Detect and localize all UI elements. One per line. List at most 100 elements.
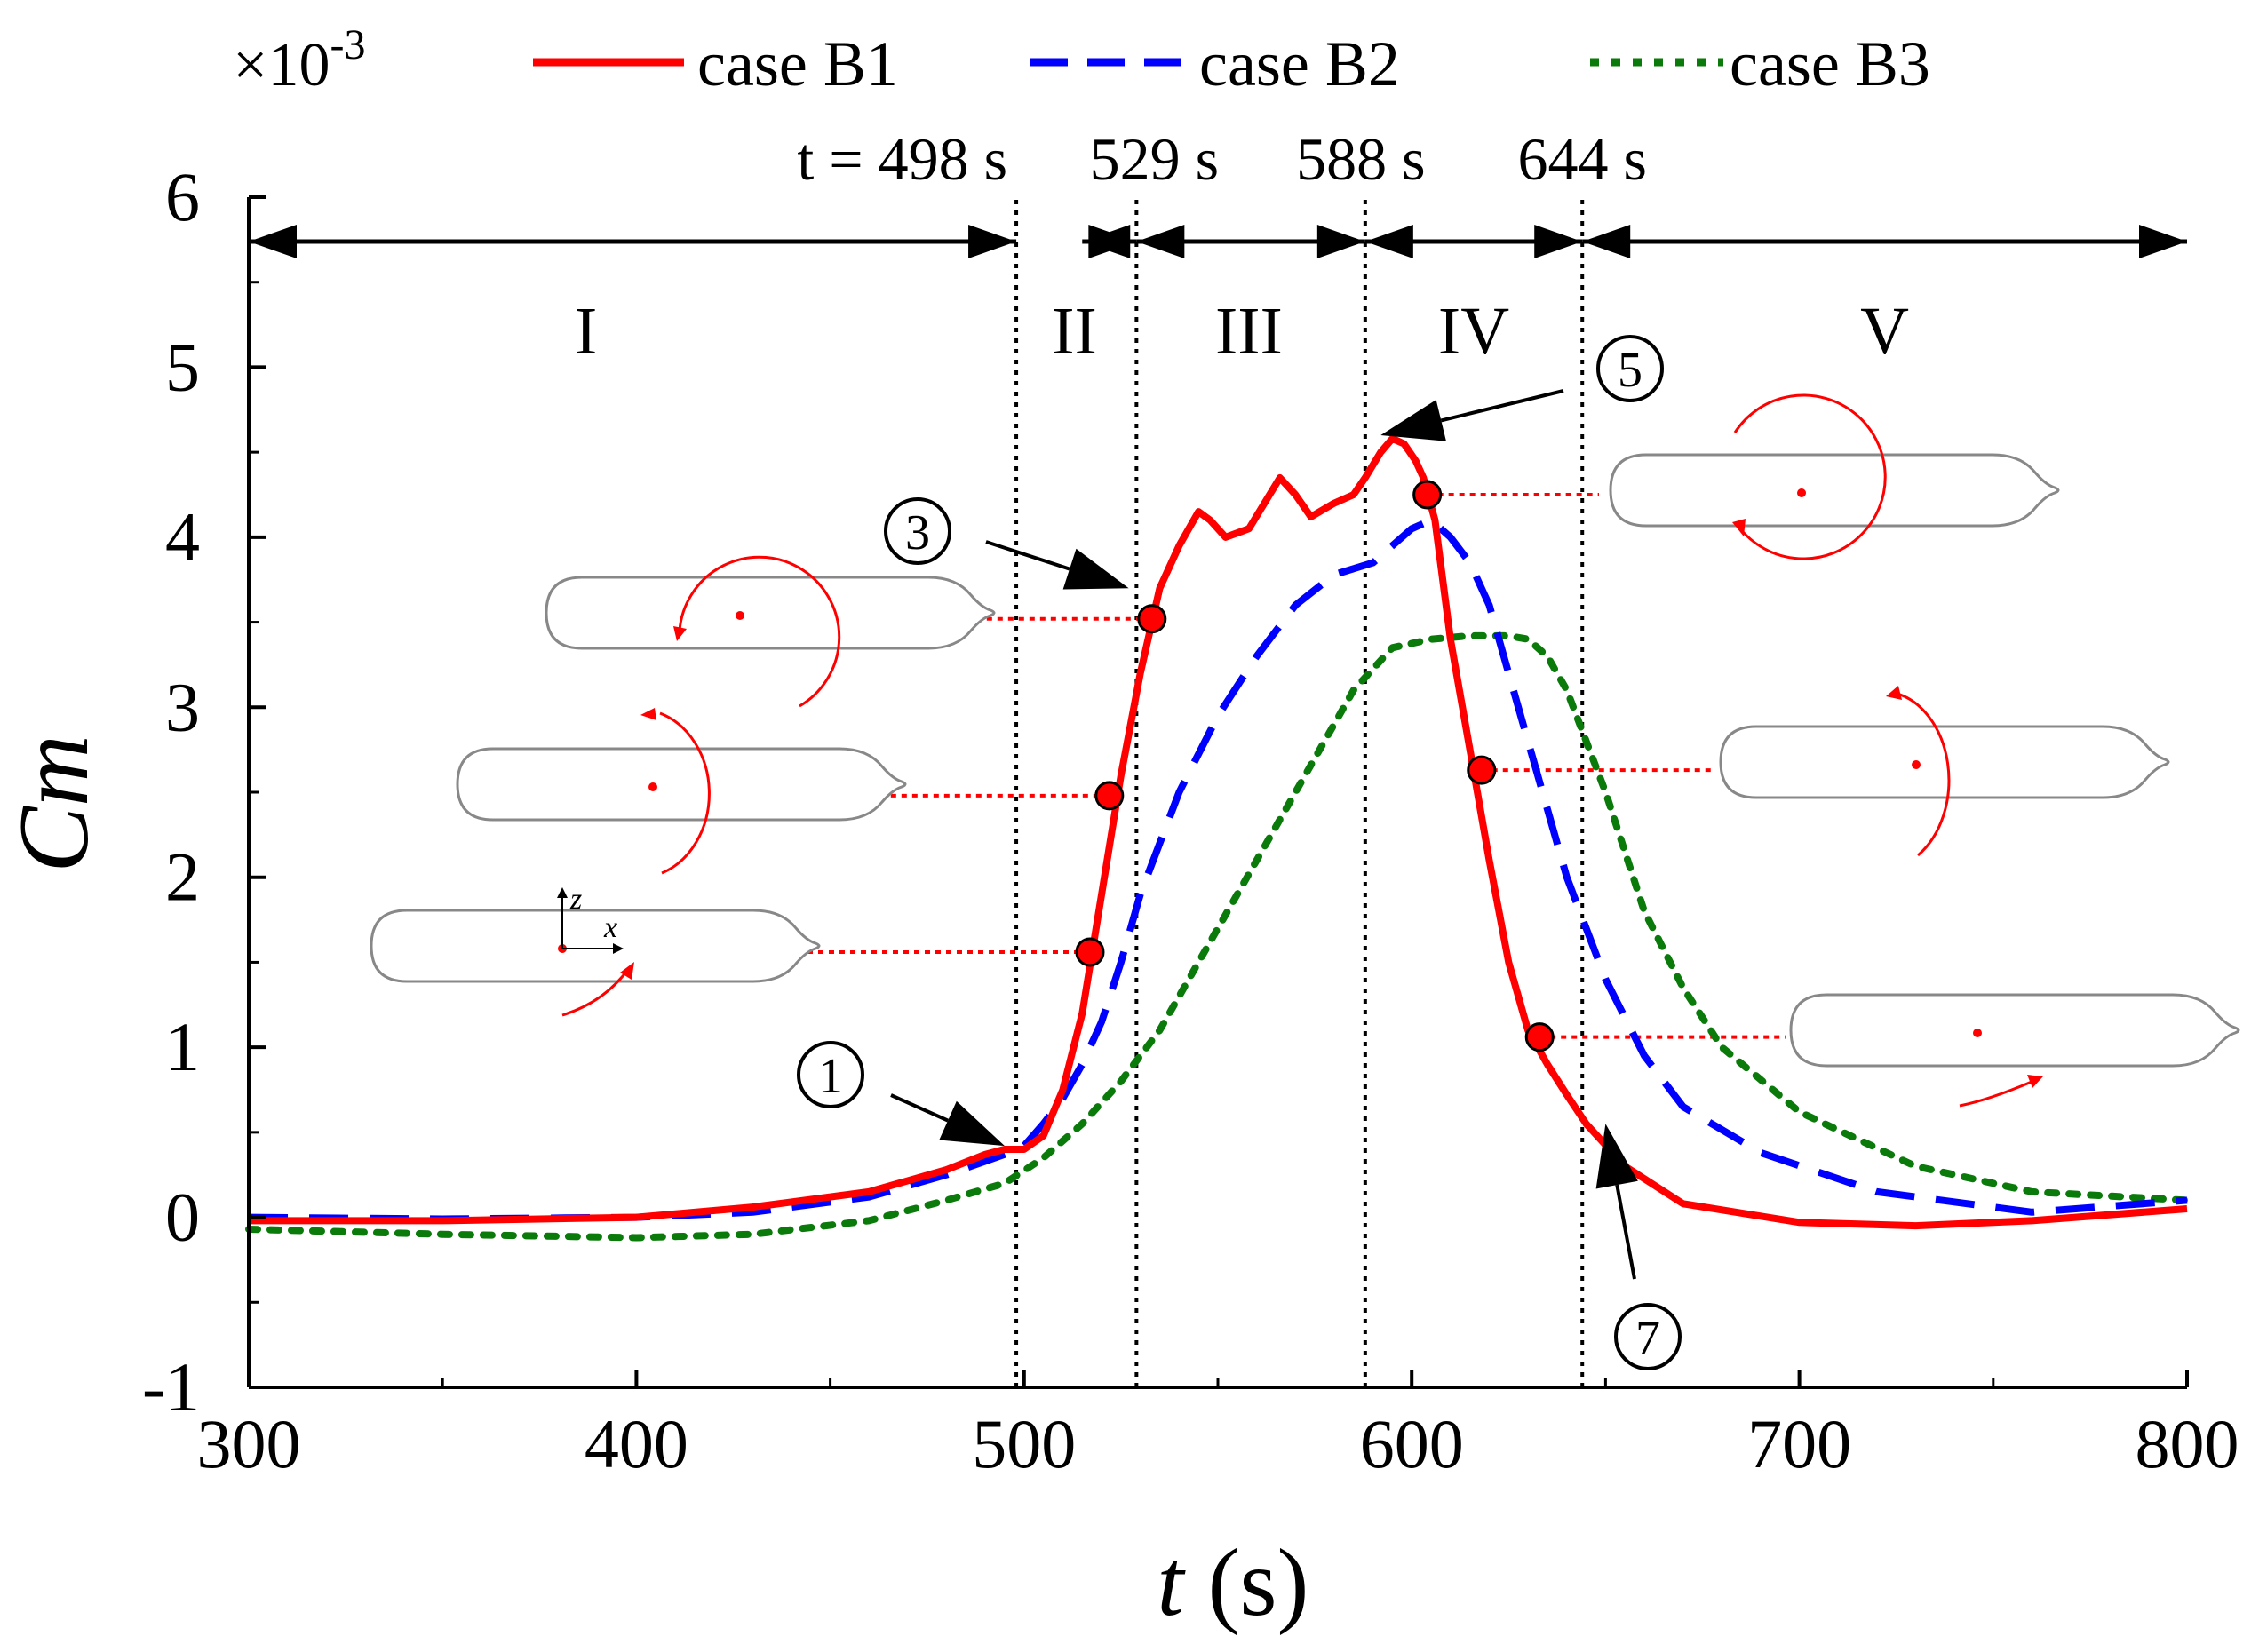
y-tick-label: 0 [165, 1179, 200, 1256]
data-marker [1094, 781, 1125, 811]
callout-circle [884, 497, 951, 565]
callout-label: 5 [1618, 343, 1643, 398]
hull-3 [545, 576, 996, 650]
region-arrow-head-right [1534, 225, 1583, 258]
data-markers [1075, 480, 1555, 1052]
data-marker [1467, 755, 1497, 785]
z-axis-arrow-head [557, 887, 568, 898]
time-label: 529 s [1090, 125, 1219, 193]
rotation-arrow-6-head [2027, 1075, 2043, 1088]
region-label: IV [1438, 294, 1509, 369]
rotation-arrow-5 [1893, 691, 1951, 857]
region-label: III [1215, 294, 1283, 369]
region-arrow-head-right [1088, 225, 1137, 258]
hull-4 [1609, 453, 2060, 528]
hull-1 [370, 909, 821, 983]
x-tick-label: 800 [2136, 1405, 2239, 1482]
x-tick-label: 400 [585, 1405, 688, 1482]
callout-arrow-head [1380, 400, 1446, 441]
region-arrow-head-left [1582, 225, 1631, 258]
z-axis-label: z [569, 883, 582, 916]
callout-arrow-shaft [985, 540, 1070, 571]
region-arrow-head-right [1316, 225, 1365, 258]
callout-arrow-head [1595, 1124, 1638, 1189]
region-label: V [1860, 294, 1909, 369]
rotation-arrow-4-head [1732, 519, 1746, 536]
callout-arrow-shaft [890, 1093, 949, 1123]
data-marker [1075, 937, 1105, 967]
hull-4-center [1797, 488, 1806, 497]
data-marker [1524, 1022, 1555, 1052]
hull-2 [456, 747, 907, 822]
y-tick-label: 6 [165, 158, 200, 235]
hull-inset-2 [456, 708, 907, 875]
hull-2-center [648, 782, 657, 791]
rotation-arrow-2 [659, 711, 711, 875]
data-marker [1137, 604, 1167, 634]
phase-regions: I II III IV V [249, 225, 2187, 369]
time-label: t = 498 s [797, 125, 1007, 193]
hull-inset-6 [1789, 993, 2240, 1108]
x-axis-arrow-head [613, 943, 624, 954]
callout-label: 1 [818, 1049, 843, 1104]
time-label: 644 s [1517, 125, 1646, 193]
rotation-arrow-5-head [1886, 686, 1902, 700]
callouts: 1 3 5 7 [797, 335, 1682, 1370]
series-line-case-b1 [249, 434, 2188, 1230]
hull-insets: z x [370, 393, 2240, 1108]
y-tick-label: -1 [142, 1348, 200, 1426]
region-arrow-head-right [2139, 225, 2187, 258]
callout-circle [1614, 1303, 1682, 1370]
legend-label-b1: case B1 [697, 28, 898, 99]
y-tick-label: 2 [165, 838, 200, 916]
callout-label: 3 [905, 505, 930, 560]
hull-5-center [1912, 760, 1921, 769]
callout-arrow-shaft [1615, 1184, 1636, 1280]
rotation-arrow-4 [1733, 393, 1887, 560]
region-label: II [1052, 294, 1097, 369]
callout-circle [797, 1041, 864, 1108]
region-arrow-head-right [968, 225, 1017, 258]
hull-inset-3 [545, 555, 996, 708]
hull-inset-1: z x [370, 883, 821, 1017]
y-tick-label: 3 [165, 668, 200, 745]
hull-inset-4 [1609, 393, 2060, 560]
hull-3-center [736, 611, 744, 620]
x-axis-title: t (s) [1157, 1530, 1309, 1636]
x-tick-label: 600 [1360, 1405, 1464, 1482]
rotation-arrow-2-head [640, 708, 656, 720]
hull-6 [1789, 993, 2240, 1068]
x-tick-label: 700 [1747, 1405, 1851, 1482]
x-axis-label: x [603, 911, 617, 944]
time-label: 588 s [1296, 125, 1425, 193]
x-tick-label: 500 [972, 1405, 1076, 1482]
region-arrow-head-left [249, 225, 297, 258]
callout-arrow-head [939, 1100, 1005, 1147]
callout-circle [1596, 335, 1664, 402]
legend-label-b3: case B3 [1730, 28, 1930, 99]
callout-label: 7 [1635, 1311, 1660, 1366]
y-tick-label: 5 [165, 328, 200, 405]
rotation-arrow-6 [1959, 1077, 2039, 1108]
rotation-arrow-3 [678, 555, 841, 708]
legend-label-b2: case B2 [1199, 28, 1400, 99]
hull-5 [1719, 725, 2170, 799]
series-line-case-b3 [245, 631, 2191, 1242]
region-arrow-head-left [1364, 225, 1413, 258]
y-tick-label: 4 [165, 498, 200, 576]
hull-inset-5 [1719, 686, 2170, 857]
phase-dividers [1014, 197, 1585, 1387]
legend: ×10-3 case B1 case B2 case B3 [233, 21, 1930, 99]
region-label: I [575, 294, 597, 369]
time-labels: t = 498 s 529 s 588 s 644 s [797, 125, 1647, 193]
x-tick-label: 300 [197, 1405, 301, 1482]
multiplier-label: ×10-3 [233, 21, 365, 99]
series-line-case-b2 [248, 516, 2188, 1223]
y-axis-title: Cm [0, 735, 109, 873]
y-tick-label: 1 [165, 1008, 200, 1085]
region-arrow-head-left [1136, 225, 1185, 258]
data-marker [1412, 480, 1443, 510]
callout-arrow-head [1062, 548, 1129, 590]
series [245, 434, 2191, 1242]
